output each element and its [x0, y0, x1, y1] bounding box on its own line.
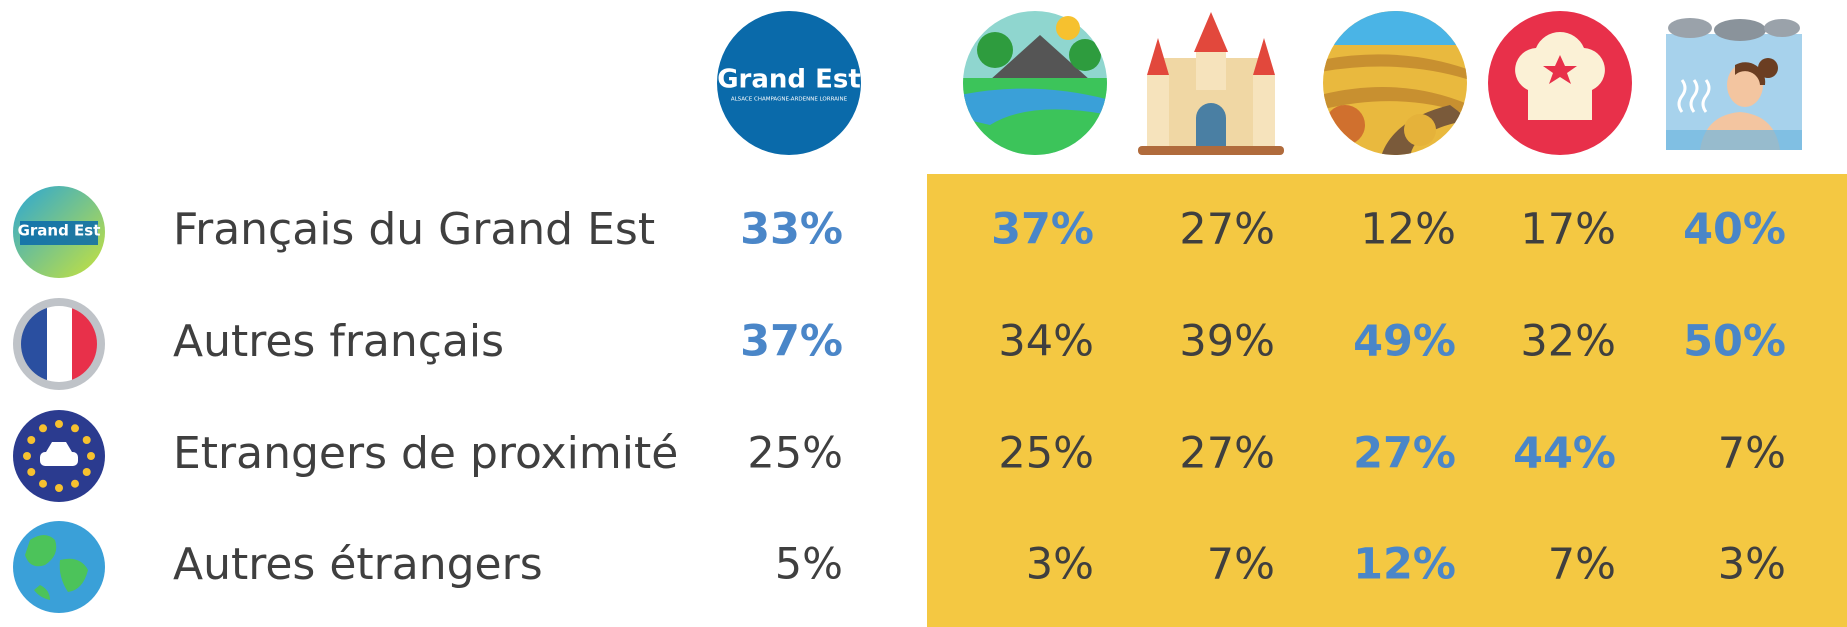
star: [71, 480, 79, 488]
cell-value: 12%: [1360, 205, 1456, 255]
cell-value: 39%: [1179, 317, 1275, 367]
star: [55, 484, 63, 492]
spa-icon: [1666, 18, 1802, 150]
star: [27, 468, 35, 476]
logo-title: Grand Est: [717, 65, 861, 95]
cell-value: 3%: [1026, 540, 1094, 590]
cell-value: 44%: [1513, 429, 1616, 479]
star: [23, 452, 31, 460]
chef-icon: [1488, 11, 1632, 155]
cell-value: 33%: [740, 205, 843, 255]
cell-value: 27%: [1179, 205, 1275, 255]
cell-value: 50%: [1683, 317, 1786, 367]
row-label: Autres étrangers: [173, 539, 543, 590]
cell-value: 27%: [1353, 429, 1456, 479]
star: [39, 480, 47, 488]
cell-value: 5%: [775, 540, 843, 590]
logo-subtitle: ALSACE CHAMPAGNE-ARDENNE LORRAINE: [731, 97, 848, 103]
star: [39, 424, 47, 432]
star: [83, 468, 91, 476]
globe-icon: [13, 521, 105, 613]
castle-icon: [1138, 12, 1284, 155]
page: Grand Est ALSACE CHAMPAGNE-ARDENNE LORRA…: [0, 0, 1847, 627]
star: [71, 424, 79, 432]
cell-value: 27%: [1179, 429, 1275, 479]
cell-value: 32%: [1520, 317, 1616, 367]
cell-value: 7%: [1548, 540, 1616, 590]
star: [55, 420, 63, 428]
eu-icon: [13, 410, 105, 502]
cell-value: 37%: [991, 205, 1094, 255]
row-label: Français du Grand Est: [173, 204, 655, 255]
cell-value: 49%: [1353, 317, 1456, 367]
cell-value: 25%: [747, 429, 843, 479]
star: [83, 436, 91, 444]
star: [27, 436, 35, 444]
france-icon: [13, 298, 105, 390]
cell-value: 25%: [998, 429, 1094, 479]
cell-value: 7%: [1718, 429, 1786, 479]
cell-value: 17%: [1520, 205, 1616, 255]
vineyard-icon: [1320, 10, 1470, 160]
cell-value: 7%: [1207, 540, 1275, 590]
logo: Grand Est ALSACE CHAMPAGNE-ARDENNE LORRA…: [717, 11, 861, 155]
nature-icon: [960, 10, 1110, 160]
cell-value: 40%: [1683, 205, 1786, 255]
row-icon-title: Grand Est: [18, 222, 101, 240]
cell-value: 34%: [998, 317, 1094, 367]
cell-value: 3%: [1718, 540, 1786, 590]
row-label: Etrangers de proximité: [173, 428, 678, 479]
cell-value: 37%: [740, 317, 843, 367]
grand-est-icon: Grand Est: [13, 186, 105, 278]
row-label: Autres français: [173, 316, 504, 367]
cell-value: 12%: [1353, 540, 1456, 590]
star: [87, 452, 95, 460]
